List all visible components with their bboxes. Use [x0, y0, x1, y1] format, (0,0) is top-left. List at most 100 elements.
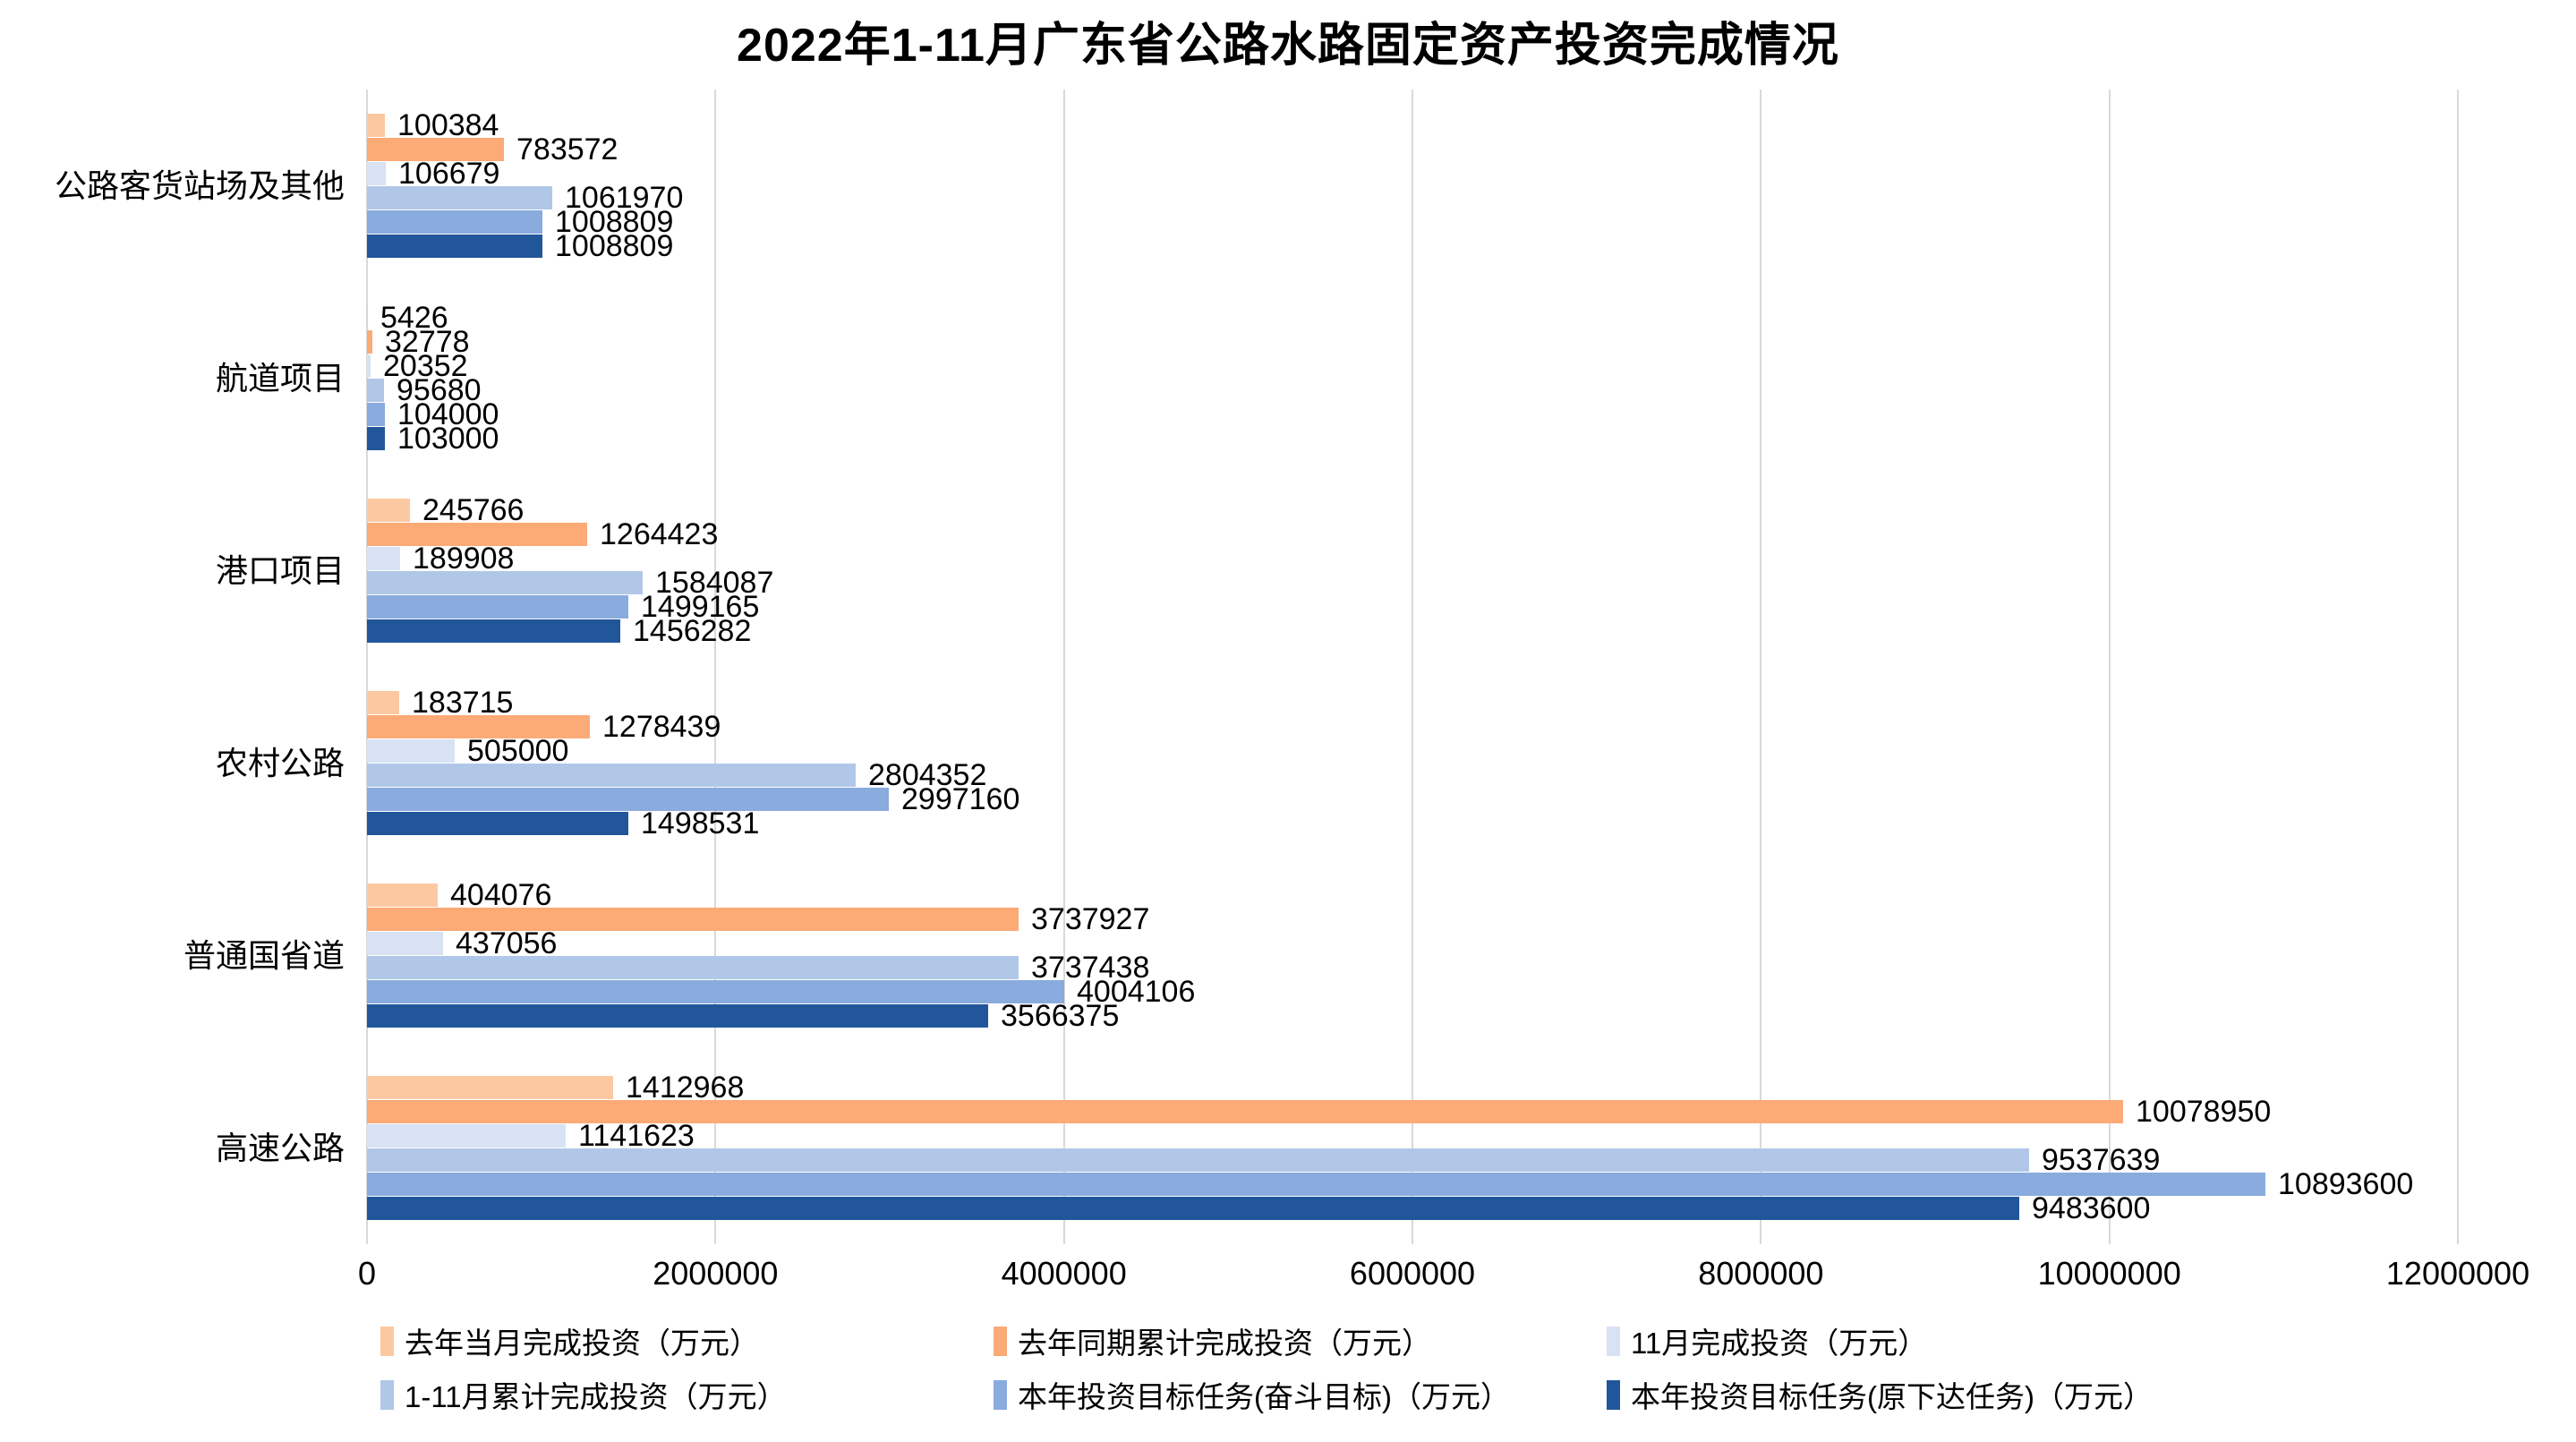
bar-row: 404076 — [367, 878, 2458, 912]
legend-swatch — [994, 1379, 1007, 1410]
bar-value-label: 104000 — [397, 397, 499, 431]
category-label: 港口项目 — [215, 551, 345, 589]
bar-row: 3737927 — [367, 904, 2458, 934]
bar — [367, 1124, 566, 1148]
bar-row: 1498531 — [367, 808, 2458, 839]
category-group: 5426 32778 20352 95680 104000 103000 — [367, 282, 2458, 474]
bar-value-label: 3566375 — [1001, 999, 1120, 1033]
bar-value-label: 783572 — [516, 132, 618, 166]
bar — [367, 379, 384, 402]
legend-label: 1-11月累计完成投资（万元） — [405, 1380, 787, 1413]
bar-row: 95680 — [367, 375, 2458, 405]
gridline — [366, 90, 368, 1244]
bar-value-label: 2997160 — [901, 782, 1020, 816]
bar-value-label: 1499165 — [641, 590, 760, 624]
bar — [367, 715, 590, 738]
legend-item: 去年同期累计完成投资（万元） — [994, 1323, 1431, 1360]
bar-value-label: 95680 — [397, 373, 482, 407]
category-group: 404076 3737927 437056 3737438 4004106 3566375 — [367, 859, 2458, 1052]
x-axis-tick-label: 10000000 — [2037, 1255, 2181, 1292]
bar — [367, 1148, 2029, 1172]
bar-value-label: 3737927 — [1031, 902, 1150, 936]
bar-row: 1278439 — [367, 712, 2458, 742]
bar-value-label: 245766 — [422, 493, 525, 527]
bar-row: 245766 — [367, 495, 2458, 525]
x-axis-tick-label: 4000000 — [1001, 1255, 1127, 1292]
x-axis-tick-label: 8000000 — [1698, 1255, 1824, 1292]
bar-row: 3566375 — [367, 999, 2458, 1033]
bar-row: 4004106 — [367, 977, 2458, 1007]
bar — [367, 1004, 988, 1028]
bar-value-label: 404076 — [450, 878, 552, 912]
bar-row: 2804352 — [367, 760, 2458, 790]
gridline — [1062, 90, 1065, 1244]
legend-swatch — [994, 1326, 1007, 1356]
bar-row: 505000 — [367, 736, 2458, 766]
bar — [367, 186, 552, 209]
bar — [367, 547, 400, 570]
bar-value-label: 3737438 — [1031, 951, 1150, 985]
legend-item: 1-11月累计完成投资（万元） — [380, 1377, 787, 1413]
category-label: 航道项目 — [215, 359, 345, 397]
bar-value-label: 100384 — [397, 108, 499, 142]
legend-swatch — [1607, 1379, 1620, 1410]
bar-row: 10893600 — [367, 1169, 2458, 1199]
bar-row: 9483600 — [367, 1193, 2458, 1224]
bar-row: 783572 — [367, 134, 2458, 165]
category-label: 农村公路 — [215, 744, 345, 781]
bar-row: 9537639 — [367, 1143, 2458, 1177]
bar-row: 103000 — [367, 423, 2458, 454]
bar-row: 1061970 — [367, 183, 2458, 213]
bar-row: 3737438 — [367, 952, 2458, 983]
legend-swatch — [1607, 1326, 1620, 1356]
bar-value-label: 10893600 — [2278, 1167, 2414, 1201]
plot-area: 100384 783572 106679 1061970 1008809 1008809 5… — [366, 90, 2459, 1244]
bar-row: 183715 — [367, 687, 2458, 718]
bar-value-label: 1264423 — [600, 517, 719, 551]
gridline — [1760, 90, 1762, 1244]
bar-row: 32778 — [367, 325, 2458, 359]
bar-value-label: 9537639 — [2042, 1143, 2161, 1177]
bar — [367, 1076, 613, 1099]
bar — [367, 354, 371, 378]
bar-value-label: 1278439 — [602, 710, 721, 744]
bar-row: 100384 — [367, 110, 2458, 141]
legend-swatch — [380, 1379, 394, 1410]
gridline — [2108, 90, 2111, 1244]
bar — [367, 595, 628, 619]
chart-title: 2022年1-11月广东省公路水路固定资产投资完成情况 — [737, 20, 1839, 72]
bar — [367, 162, 386, 185]
bar-value-label: 1498531 — [641, 806, 760, 840]
bar-row: 437056 — [367, 928, 2458, 959]
bar-row: 20352 — [367, 349, 2458, 383]
category-group: 183715 1278439 505000 2804352 2997160 1498531 — [367, 667, 2458, 859]
bar-value-label: 1061970 — [565, 181, 684, 215]
bar-value-label: 20352 — [383, 349, 468, 383]
x-axis-tick-label: 6000000 — [1349, 1255, 1476, 1292]
bar — [367, 523, 587, 546]
category-group: 245766 1264423 189908 1584087 1499165 1456282 — [367, 474, 2458, 667]
bar-value-label: 189908 — [413, 542, 515, 576]
x-axis: 0 2000000 4000000 6000000 8000000 10000000 120… — [358, 1255, 2529, 1300]
bar-row: 1008809 — [367, 231, 2458, 261]
bar — [367, 235, 542, 258]
x-axis-tick-label: 2000000 — [653, 1255, 779, 1292]
legend-item: 本年投资目标任务(奋斗目标)（万元） — [994, 1377, 1510, 1413]
category-label: 公路客货站场及其他 — [54, 166, 345, 204]
bar-value-label: 1412968 — [626, 1071, 745, 1105]
legend-label: 本年投资目标任务(原下达任务)（万元） — [1631, 1380, 2153, 1413]
bar-value-label: 10078950 — [2136, 1095, 2272, 1129]
y-axis-category-labels: 公路客货站场及其他 航道项目 港口项目 农村公路 普通国省道 高速公路 — [0, 90, 345, 1244]
bar-value-label: 1008809 — [555, 229, 674, 263]
bar-row: 5426 — [367, 303, 2458, 333]
bar — [367, 956, 1019, 979]
bar-row: 1008809 — [367, 205, 2458, 239]
bar-value-label: 2804352 — [868, 758, 987, 792]
bar — [367, 764, 856, 787]
bar-value-label: 32778 — [385, 325, 470, 359]
bar-value-label: 103000 — [397, 422, 499, 456]
bar-value-label: 1008809 — [555, 205, 674, 239]
bar — [367, 908, 1019, 931]
x-axis-tick-label: 12000000 — [2385, 1255, 2530, 1292]
